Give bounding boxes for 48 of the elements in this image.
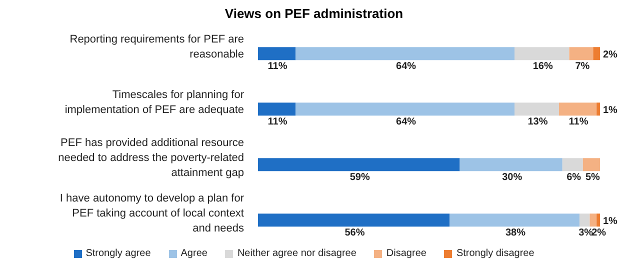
data-label: 1% <box>603 105 618 116</box>
data-label: 11% <box>268 116 288 128</box>
y-tick-label: Timescales for planning for implementation of PEF are adequate <box>64 88 244 116</box>
bar <box>296 47 514 60</box>
data-label: 11% <box>568 116 588 128</box>
bar <box>596 214 600 227</box>
bar <box>514 47 570 60</box>
bar <box>590 214 597 227</box>
data-label: 30% <box>502 172 522 184</box>
y-tick-label: I have autonomy to develop a plan for PEF taking account of local context and needs <box>60 192 244 234</box>
y-tick-label: PEF has provided additional resource needed to address the poverty-related attainment gap <box>58 136 244 179</box>
chart-title: Views on PEF administration <box>224 6 404 23</box>
data-label: 56% <box>344 228 365 239</box>
data-label: 5% <box>585 172 600 184</box>
bar <box>258 47 296 60</box>
data-label: 59% <box>350 172 370 184</box>
legend-label: Disagree <box>385 248 426 259</box>
y-tick-label: Reporting requirements for PEF are reasonable <box>70 33 244 60</box>
legend-label: Strongly agree <box>84 248 151 259</box>
data-label: 2% <box>603 50 618 61</box>
data-label: 1% <box>603 216 618 228</box>
legend-label: Strongly disagree <box>455 248 534 259</box>
data-label: 13% <box>528 116 548 128</box>
data-label: 2% <box>592 228 606 239</box>
bar <box>579 214 590 227</box>
data-label: 38% <box>506 228 526 239</box>
bar <box>569 47 594 60</box>
bar <box>258 214 450 227</box>
bar <box>258 102 296 116</box>
bar <box>450 214 580 227</box>
bar <box>296 102 514 116</box>
data-label: 64% <box>396 116 416 128</box>
bar <box>582 158 600 172</box>
data-label: 6% <box>566 172 582 184</box>
data-label: 7% <box>575 61 590 72</box>
legend-label: Agree <box>180 248 208 259</box>
legend-label: Neither agree nor disagree <box>236 248 356 259</box>
bar <box>514 102 559 116</box>
data-label: 11% <box>268 61 288 72</box>
bar <box>258 158 460 172</box>
bar <box>460 158 562 172</box>
data-label: 64% <box>396 61 416 72</box>
bar <box>596 102 600 116</box>
bar <box>558 102 597 116</box>
bar <box>562 158 583 172</box>
data-label: 16% <box>532 61 553 72</box>
bar <box>593 47 600 60</box>
data-label: 3% <box>578 228 594 239</box>
